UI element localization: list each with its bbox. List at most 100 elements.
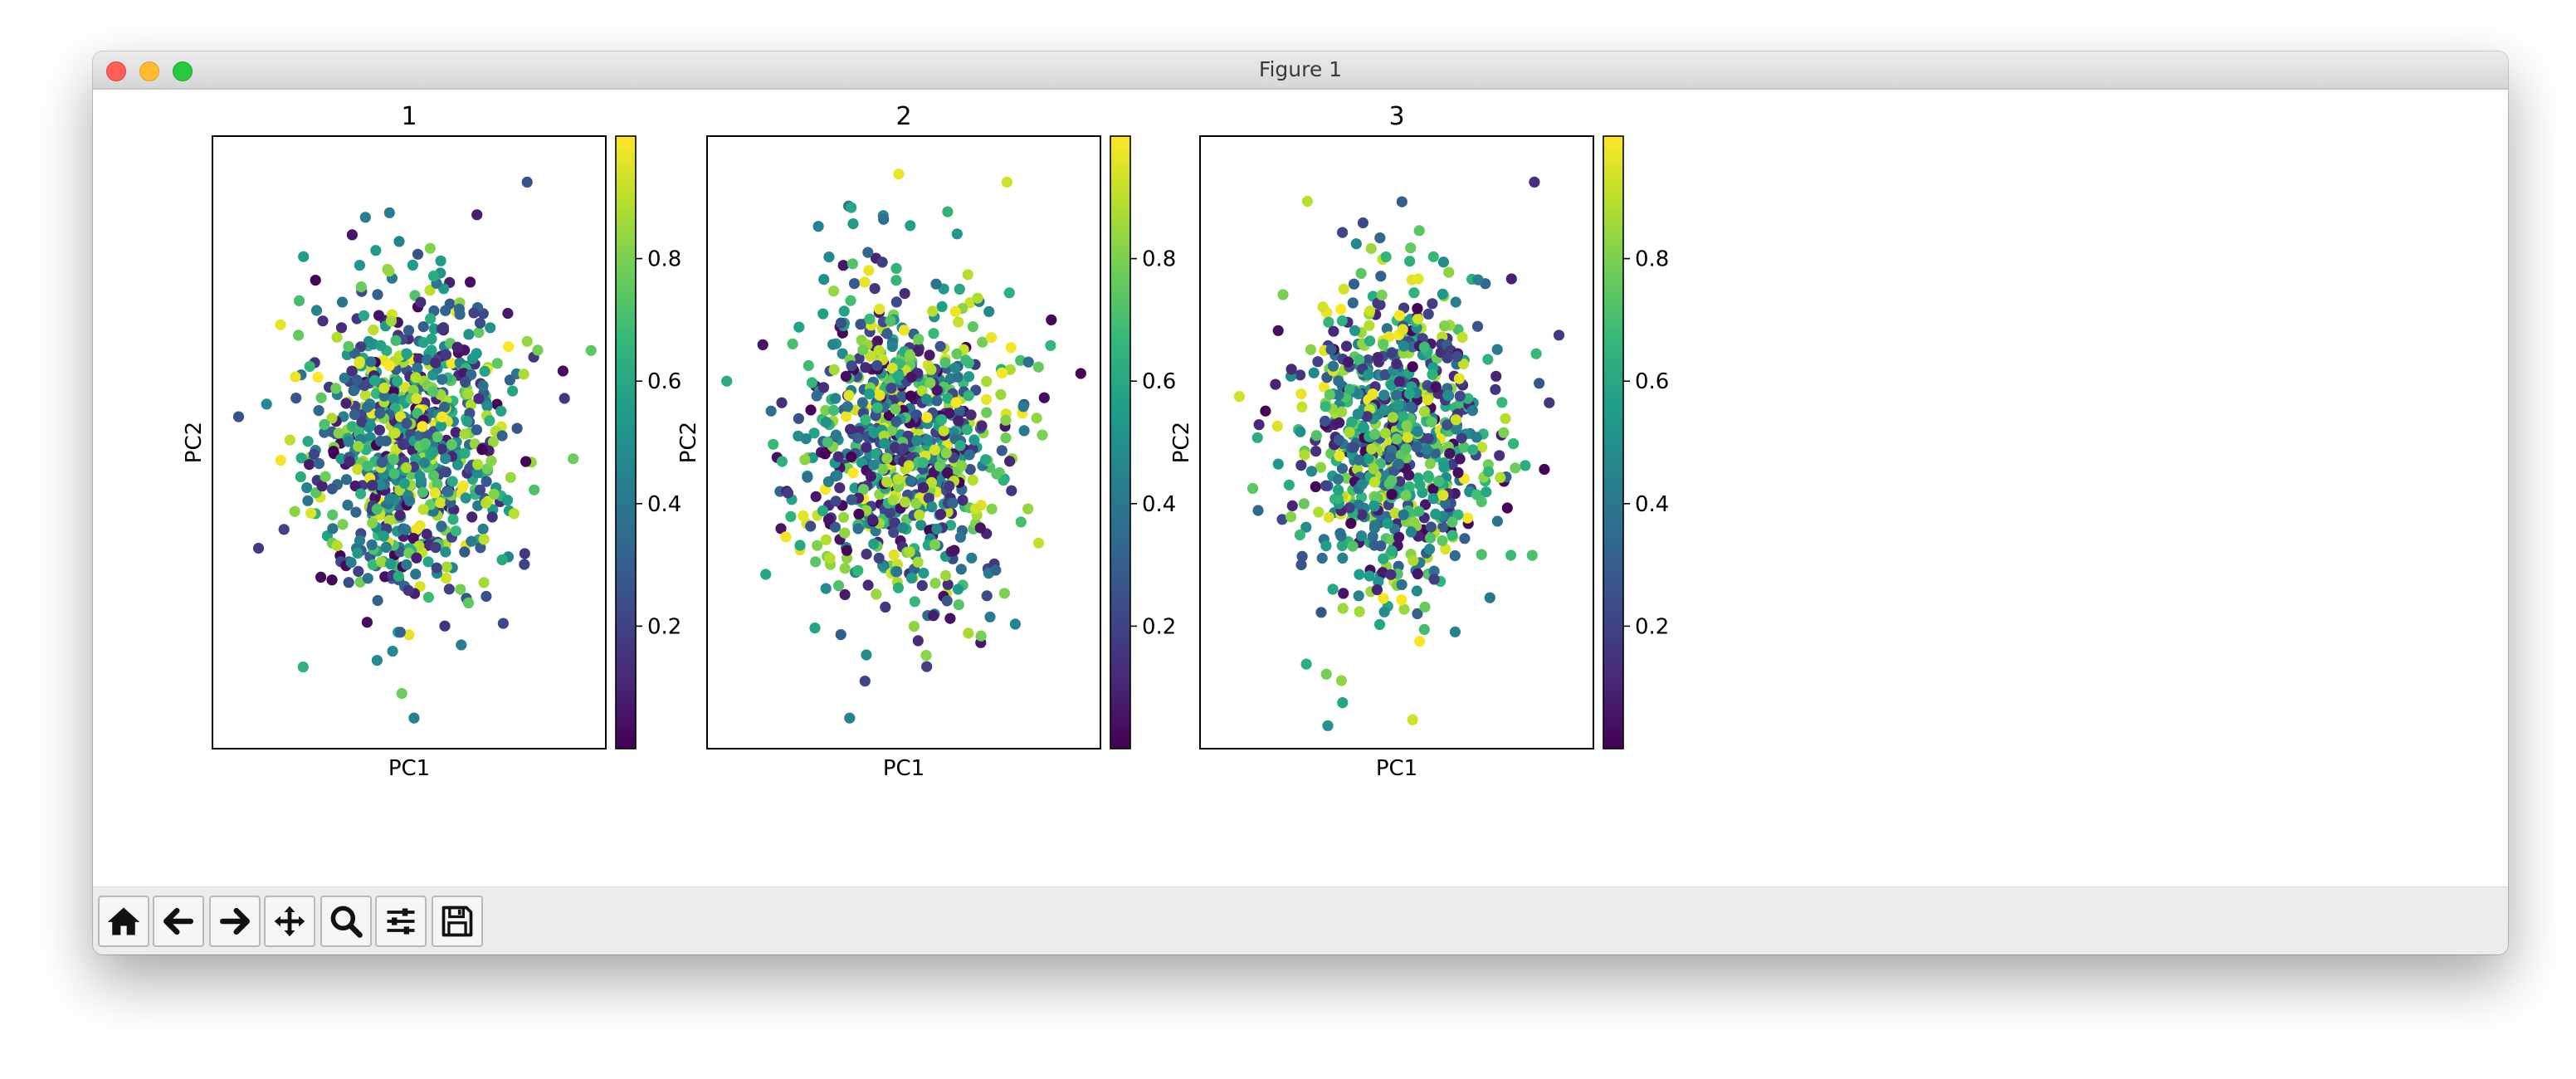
axes-frame (706, 135, 1101, 749)
scatter-point (1320, 480, 1332, 491)
title-bar[interactable]: Figure 1 (93, 51, 2508, 90)
scatter-point (1437, 256, 1449, 268)
scatter-point (936, 300, 948, 312)
save-button[interactable] (432, 896, 483, 947)
scatter-point (1427, 369, 1438, 380)
scatter-point (881, 476, 893, 488)
scatter-point (502, 307, 514, 320)
scatter-point (1337, 603, 1349, 614)
scatter-point (757, 339, 768, 350)
scatter-point (521, 335, 533, 347)
scatter-point (472, 500, 484, 511)
scatter-point (775, 523, 787, 535)
scatter-point (1418, 341, 1430, 353)
pan-button[interactable] (264, 896, 315, 947)
scatter-point (1500, 413, 1511, 424)
scatter-point (1333, 434, 1345, 446)
scatter-point (1457, 358, 1470, 370)
scatter-point (417, 504, 429, 515)
scatter-point (1378, 389, 1390, 401)
scatter-point (428, 323, 440, 334)
scatter-point (803, 359, 814, 372)
home-button[interactable] (98, 896, 149, 947)
scatter-point (1320, 668, 1332, 680)
scatter-point (931, 395, 943, 407)
scatter-point (410, 569, 422, 580)
scatter-point (1530, 348, 1542, 359)
x-axis-label: PC1 (883, 756, 925, 781)
scatter-point (331, 540, 343, 552)
scatter-point (378, 390, 390, 402)
scatter-point (474, 317, 486, 329)
scatter-point (1483, 466, 1495, 477)
scatter-point (401, 417, 412, 429)
scatter-point (402, 325, 415, 336)
scatter-point (1364, 570, 1375, 582)
scatter-point (354, 356, 365, 368)
scatter-point (501, 495, 514, 506)
scatter-point (811, 390, 822, 402)
scatter-point (921, 412, 933, 423)
scatter-point (1271, 420, 1283, 432)
scatter-point (853, 353, 865, 364)
scatter-point (1438, 320, 1451, 332)
figure-canvas[interactable]: 1 PC1 PC2 0.2 0.4 0.6 0.8 2 PC1 PC2 0.2 0.4 0.6 0.8 3 P… (93, 90, 2508, 886)
scatter-point (913, 345, 925, 357)
scatter-point (911, 435, 923, 447)
scatter-point (853, 508, 865, 520)
scatter-point (916, 579, 928, 592)
configure-subplots-button[interactable] (375, 896, 427, 947)
scatter-point (888, 549, 900, 561)
scatter-point (1352, 408, 1364, 420)
scatter-point (899, 496, 911, 508)
scatter-point (862, 247, 874, 258)
scatter-point (411, 552, 422, 564)
scatter-point (980, 393, 993, 405)
close-window-button[interactable] (106, 61, 126, 81)
scatter-point (1412, 313, 1424, 325)
scatter-point (1316, 552, 1328, 564)
scatter-point (1338, 283, 1349, 295)
scatter-point (808, 427, 820, 439)
scatter-point (1004, 456, 1016, 467)
scatter-point (944, 613, 956, 624)
scatter-point (1353, 590, 1364, 602)
back-button[interactable] (153, 896, 204, 947)
scatter-point (407, 533, 419, 544)
scatter-point (859, 276, 871, 288)
scatter-point (862, 579, 874, 591)
zoom-button[interactable] (320, 896, 372, 947)
scatter-point (1375, 271, 1387, 282)
scatter-point (383, 515, 395, 526)
scatter-point (869, 283, 881, 295)
scatter-point (355, 488, 367, 500)
scatter-point (1315, 607, 1327, 618)
scatter-point (384, 493, 396, 505)
scatter-point (1386, 489, 1398, 500)
scatter-point (290, 371, 301, 383)
minimize-window-button[interactable] (139, 61, 159, 81)
scatter-point (1031, 413, 1042, 424)
scatter-point (856, 397, 868, 408)
scatter-point (1298, 498, 1310, 510)
scatter-point (440, 305, 451, 316)
scatter-point (361, 617, 373, 628)
scatter-point (422, 354, 433, 366)
scatter-point (1453, 373, 1465, 384)
scatter-point (304, 360, 315, 373)
scatter-point (398, 439, 409, 451)
scatter-point (928, 610, 939, 622)
scatter-point (460, 376, 471, 388)
scatter-point (310, 305, 323, 316)
maximize-window-button[interactable] (173, 61, 193, 81)
scatter-point (1004, 364, 1016, 375)
scatter-point (354, 535, 366, 546)
scatter-point (810, 556, 822, 568)
forward-button[interactable] (209, 896, 261, 947)
scatter-point (1356, 509, 1368, 520)
scatter-point (1403, 481, 1415, 493)
scatter-point (1378, 553, 1389, 564)
scatter-point (891, 566, 903, 578)
scatter-point (918, 567, 929, 579)
scatter-point (521, 176, 533, 188)
